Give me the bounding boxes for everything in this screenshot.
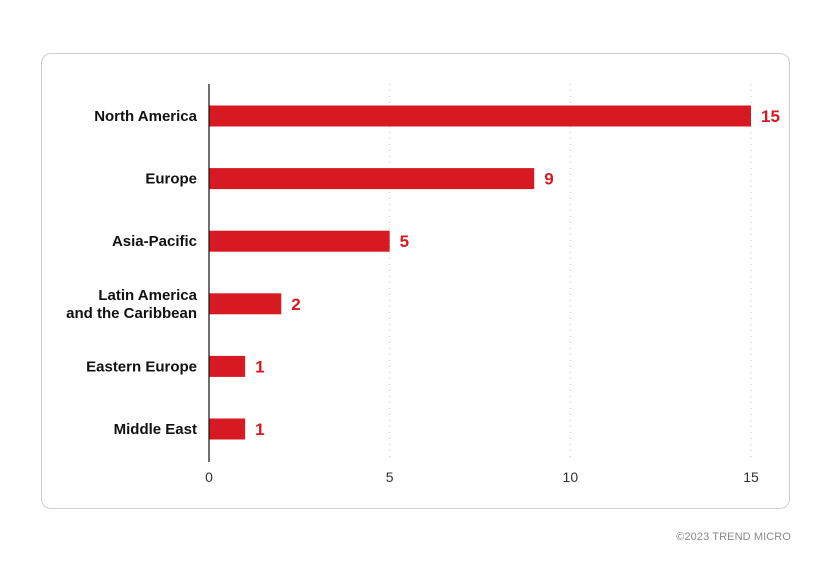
- bar-4: [209, 355, 246, 377]
- bar-5: [209, 418, 246, 440]
- value-label-4: 1: [255, 357, 264, 376]
- value-label-0: 15: [761, 107, 780, 126]
- value-label-3: 2: [291, 295, 300, 314]
- x-tick-label-15: 15: [743, 469, 759, 485]
- value-label-1: 9: [544, 170, 553, 189]
- chart-card: North America 15 Europe 9 Asia-Pacific 5 Latin…: [41, 53, 790, 509]
- category-label-0: North America: [94, 108, 197, 125]
- value-label-2: 5: [400, 232, 409, 251]
- category-label-1: Europe: [145, 171, 197, 188]
- x-tick-label-5: 5: [386, 469, 394, 485]
- bar-3: [209, 293, 282, 315]
- bar-1: [209, 168, 535, 190]
- x-tick-label-10: 10: [563, 469, 579, 485]
- x-tick-label-0: 0: [205, 469, 213, 485]
- category-label-3: Latin America and the Caribbean: [66, 287, 198, 322]
- copyright-footer: ©2023 TREND MICRO: [676, 531, 791, 543]
- bar-0: [209, 105, 751, 127]
- value-label-5: 1: [255, 420, 264, 439]
- category-label-4: Eastern Europe: [86, 358, 197, 375]
- category-label-2: Asia-Pacific: [112, 233, 197, 250]
- bar-2: [209, 230, 390, 252]
- category-label-5: Middle East: [114, 421, 197, 438]
